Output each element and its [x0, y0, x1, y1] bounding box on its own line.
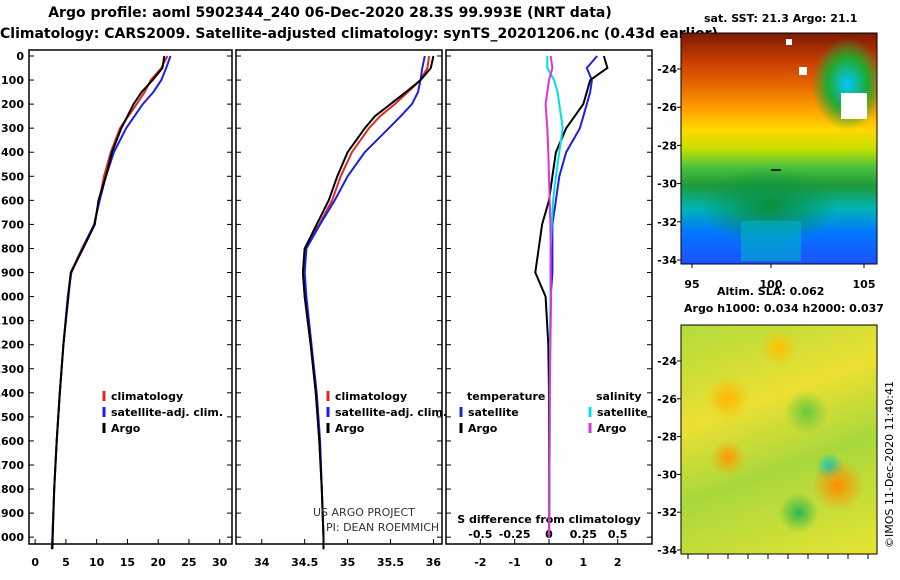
sst-map [681, 33, 877, 264]
profile-title: Argo profile: aoml 5902344_240 06-Dec-20… [48, 5, 612, 21]
credit-pi: PI: DEAN ROEMMICH [326, 521, 439, 534]
legend-label: satellite-adj. clim. [111, 406, 223, 419]
sla-map [681, 325, 877, 554]
legend-label: climatology [335, 390, 407, 403]
depth-tick-label: 1500 [0, 411, 24, 424]
sal-tick-label: 35.5 [377, 556, 404, 569]
depth-tick-label: 1300 [0, 363, 24, 376]
temp-series-climatology [50, 55, 169, 550]
sla-lat-label: -30 [657, 468, 677, 481]
sal-series-argo [301, 55, 435, 550]
temp-tick-label: 30 [212, 556, 228, 569]
temp-series-satellite-adj-clim- [50, 55, 172, 550]
sst-map-title: sat. SST: 21.3 Argo: 21.1 [704, 12, 858, 25]
depth-tick-label: 300 [1, 122, 24, 135]
depth-tick-label: 1200 [0, 339, 24, 352]
sst-lat-label: -24 [657, 63, 677, 76]
sla-map-title-2: Argo h1000: 0.034 h2000: 0.037 [684, 302, 884, 315]
depth-tick-label: 1400 [0, 387, 24, 400]
temp-series-argo [51, 55, 166, 550]
sal-tick-label: 34.5 [291, 556, 318, 569]
depth-tick-label: 0 [16, 50, 24, 63]
climatology-title: Climatology: CARS2009. Satellite-adjuste… [0, 26, 718, 42]
temp-tick-label: 15 [120, 556, 135, 569]
depth-tick-label: 1000 [0, 291, 24, 304]
sla-map-title-1: Altim. SLA: 0.062 [717, 285, 825, 298]
legend-label: climatology [111, 390, 183, 403]
temp-tick-label: 10 [89, 556, 105, 569]
depth-tick-label: 600 [1, 194, 24, 207]
diff-series-temperature-satellite [548, 55, 598, 538]
depth-tick-label: 1900 [0, 507, 24, 520]
depth-tick-label: 100 [1, 74, 24, 87]
depth-tick-label: 1600 [0, 435, 24, 448]
sst-lon-label: 95 [684, 278, 699, 291]
diff-tick-label: 2 [614, 556, 622, 569]
legend-label: Argo [111, 422, 141, 435]
depth-tick-label: 1100 [0, 315, 24, 328]
depth-tick-label: 200 [1, 98, 24, 111]
legend-label: satellite-adj. clim. [335, 406, 447, 419]
temp-tick-label: 5 [62, 556, 70, 569]
sal-tick-label: 35 [340, 556, 355, 569]
sal-tick-label: 34 [254, 556, 270, 569]
cool-patch [741, 221, 801, 261]
sla-lat-label: -32 [657, 506, 677, 519]
diff-series-salinity-argo [544, 55, 554, 538]
depth-tick-label: 400 [1, 146, 24, 159]
depth-tick-label: 1800 [0, 483, 24, 496]
sst-map-frame [680, 32, 878, 265]
sla-lat-label: -34 [657, 544, 677, 557]
depth-tick-label: 900 [1, 267, 24, 280]
diff-tick-label: -1 [509, 556, 521, 569]
temp-tick-label: 0 [31, 556, 39, 569]
sla-lat-label: -28 [657, 431, 677, 444]
sal-tick-label: 36 [426, 556, 442, 569]
sst-lat-label: -30 [657, 178, 677, 191]
sst-lat-label: -34 [657, 254, 677, 267]
sla-map-frame [680, 324, 878, 555]
sst-lat-label: -28 [657, 139, 677, 152]
depth-tick-label: 800 [1, 242, 24, 255]
sst-lon-label: 105 [853, 278, 876, 291]
diff-legend-label: Argo [597, 422, 627, 435]
diff-legend-temperature: temperature [467, 390, 545, 403]
depth-tick-label: 2000 [0, 531, 24, 544]
missing-data-patch [786, 39, 792, 45]
depth-tick-label: 500 [1, 170, 24, 183]
diff-sal-tick-label: 0.5 [608, 528, 628, 541]
sst-lon-label: 100 [760, 278, 783, 291]
diff-sal-tick-label: -0.25 [499, 528, 531, 541]
depth-tick-label: 700 [1, 218, 24, 231]
temp-tick-label: 25 [181, 556, 196, 569]
diff-series-temperature-argo [534, 55, 609, 538]
diff-legend-salinity: salinity [596, 390, 642, 403]
imos-watermark: ©IMOS 11-Dec-2020 11:40:41 [883, 381, 896, 548]
diff-sal-tick-label: 0.25 [570, 528, 597, 541]
sst-lat-label: -32 [657, 216, 677, 229]
diff-tick-label: 0 [545, 556, 553, 569]
depth-tick-label: 1700 [0, 459, 24, 472]
panel-frame-temp [28, 49, 233, 545]
sla-lat-label: -26 [657, 393, 677, 406]
diff-tick-label: 1 [580, 556, 588, 569]
sla-lat-label: -24 [657, 355, 677, 368]
diff-sal-tick-label: -0.5 [468, 528, 492, 541]
temp-tick-label: 20 [151, 556, 167, 569]
credit-project: US ARGO PROJECT [313, 506, 415, 519]
legend-label: Argo [335, 422, 365, 435]
missing-data-patch [841, 93, 867, 119]
diff-legend-label: satellite [468, 406, 519, 419]
missing-data-patch [799, 67, 807, 75]
sst-lat-label: -26 [657, 101, 677, 114]
panel-frame-sal [235, 49, 443, 545]
diff-legend-label: satellite [597, 406, 648, 419]
diff-tick-label: -2 [474, 556, 486, 569]
diff-legend-label: Argo [468, 422, 498, 435]
